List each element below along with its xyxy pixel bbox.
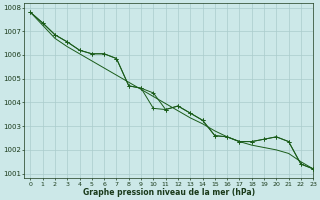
X-axis label: Graphe pression niveau de la mer (hPa): Graphe pression niveau de la mer (hPa) <box>83 188 255 197</box>
